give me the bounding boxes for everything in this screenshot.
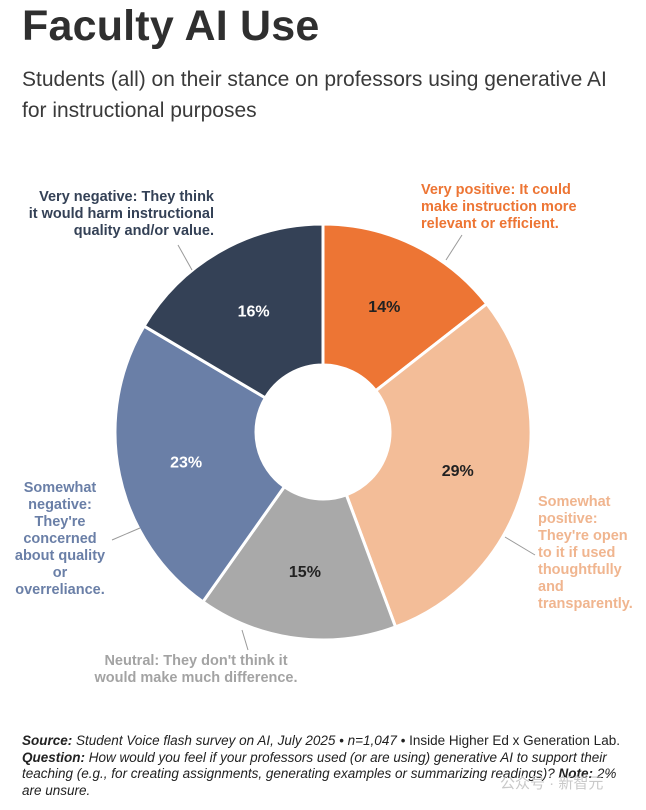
slice-somewhat-negative xyxy=(113,324,287,604)
percent-label-somewhat-positive: 29% xyxy=(442,463,474,480)
label-somewhat-negative: Somewhat negative: They're concerned abo… xyxy=(14,480,106,598)
slice-neutral xyxy=(200,484,398,642)
label-neutral: Neutral: They don't think it would make … xyxy=(94,653,298,686)
leader-line-somewhat-negative xyxy=(111,527,141,541)
donut-slices xyxy=(113,222,533,642)
slice-very-positive xyxy=(321,222,489,393)
slice-somewhat-positive xyxy=(344,301,533,629)
note-text: 2% are unsure. xyxy=(22,766,617,798)
source-org: Inside Higher Ed x Generation Lab. xyxy=(409,733,620,748)
leader-line-very-positive xyxy=(445,234,463,261)
leader-line-very-negative xyxy=(177,244,193,271)
percent-label-very-positive: 14% xyxy=(368,299,400,316)
chart-subtitle: Students (all) on their stance on profes… xyxy=(22,68,607,122)
source-text: Student Voice flash survey on AI, July 2… xyxy=(76,733,406,748)
source-label: Source: xyxy=(22,733,73,748)
slice-very-negative xyxy=(141,222,325,400)
question-label: Question: xyxy=(22,749,85,765)
leader-line-neutral xyxy=(241,629,249,651)
label-very-positive: Very positive: It could make instruction… xyxy=(421,182,577,232)
note-label: Note: xyxy=(558,766,594,781)
question-text: How would you feel if your professors us… xyxy=(22,749,607,782)
chart-title: Faculty AI Use xyxy=(22,2,320,50)
percent-label-very-negative: 16% xyxy=(238,303,270,320)
leader-line-somewhat-positive xyxy=(504,536,536,556)
footnote: Source: Student Voice flash survey on AI… xyxy=(22,733,637,799)
percent-labels: 14% 29% 15% 23% 16% xyxy=(170,299,474,581)
watermark: 公众号 · 新智元 xyxy=(500,775,604,792)
label-very-negative: Very negative: They think it would harm … xyxy=(28,189,214,239)
percent-label-neutral: 15% xyxy=(289,564,321,581)
percent-label-somewhat-negative: 23% xyxy=(170,454,202,471)
label-somewhat-positive: Somewhat positive: They're open to it if… xyxy=(538,494,633,612)
leader-lines xyxy=(111,234,536,651)
